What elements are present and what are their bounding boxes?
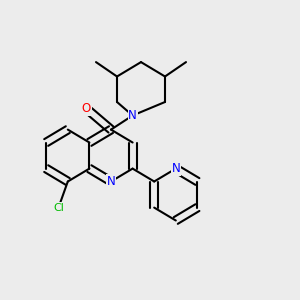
Text: Cl: Cl [53, 202, 64, 213]
Text: O: O [82, 102, 91, 115]
Text: N: N [171, 162, 180, 175]
Text: N: N [106, 175, 116, 188]
Text: N: N [128, 109, 137, 122]
